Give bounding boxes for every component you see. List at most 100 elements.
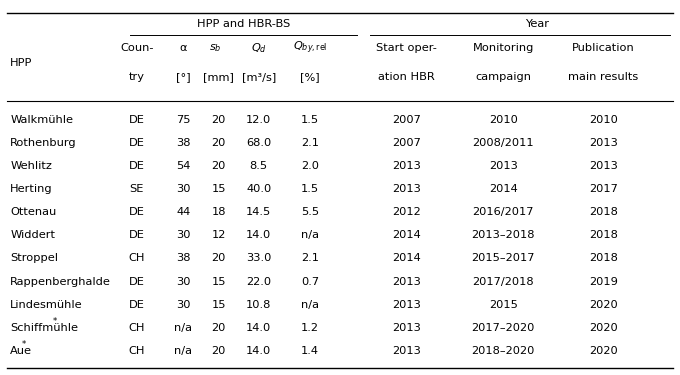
Text: Stroppel: Stroppel [10,254,58,263]
Text: 75: 75 [176,114,190,125]
Text: 2015: 2015 [489,300,517,310]
Text: 2013: 2013 [392,161,421,171]
Text: 1.5: 1.5 [301,114,319,125]
Text: DE: DE [129,138,145,148]
Text: Lindesmühle: Lindesmühle [10,300,83,310]
Text: DE: DE [129,277,145,286]
Text: 14.0: 14.0 [246,323,271,333]
Text: 2020: 2020 [589,300,617,310]
Text: HPP and HBR-BS: HPP and HBR-BS [197,19,290,29]
Text: ation HBR: ation HBR [378,72,435,82]
Text: 15: 15 [211,277,226,286]
Text: CH: CH [129,346,145,356]
Text: 5.5: 5.5 [301,207,319,217]
Text: Publication: Publication [572,43,634,53]
Text: Coun-: Coun- [120,43,154,53]
Text: 2013: 2013 [489,161,517,171]
Text: 12: 12 [211,230,226,240]
Text: 2018: 2018 [589,254,617,263]
Text: 8.5: 8.5 [250,161,268,171]
Text: 20: 20 [211,323,226,333]
Text: 2013: 2013 [589,138,617,148]
Text: 2020: 2020 [589,323,617,333]
Text: 14.0: 14.0 [246,230,271,240]
Text: 2020: 2020 [589,346,617,356]
Text: n/a: n/a [301,300,319,310]
Text: 15: 15 [211,300,226,310]
Text: Widdert: Widdert [10,230,55,240]
Text: 2.0: 2.0 [301,161,319,171]
Text: 30: 30 [176,230,190,240]
Text: Walkmühle: Walkmühle [10,114,73,125]
Text: 20: 20 [211,138,226,148]
Text: 1.4: 1.4 [301,346,319,356]
Text: 30: 30 [176,184,190,194]
Text: 2013: 2013 [392,300,421,310]
Text: 2013: 2013 [392,346,421,356]
Text: 2017/2018: 2017/2018 [473,277,534,286]
Text: 14.5: 14.5 [246,207,271,217]
Text: [mm]: [mm] [203,72,234,82]
Text: SE: SE [130,184,144,194]
Text: 2012: 2012 [392,207,421,217]
Text: Rothenburg: Rothenburg [10,138,77,148]
Text: 2018–2020: 2018–2020 [472,346,535,356]
Text: 2.1: 2.1 [301,254,319,263]
Text: CH: CH [129,254,145,263]
Text: 20: 20 [211,114,226,125]
Text: main results: main results [568,72,639,82]
Text: 2017–2020: 2017–2020 [472,323,535,333]
Text: 2019: 2019 [589,277,617,286]
Text: 2010: 2010 [489,114,517,125]
Text: *: * [22,340,26,349]
Text: 2014: 2014 [489,184,517,194]
Text: 2014: 2014 [392,230,421,240]
Text: 20: 20 [211,346,226,356]
Text: 2013: 2013 [392,184,421,194]
Text: 40.0: 40.0 [246,184,271,194]
Text: *: * [52,317,57,326]
Text: Rappenberghalde: Rappenberghalde [10,277,111,286]
Text: Ottenau: Ottenau [10,207,56,217]
Text: 54: 54 [176,161,190,171]
Text: Herting: Herting [10,184,53,194]
Text: 1.2: 1.2 [301,323,319,333]
Text: 2018: 2018 [589,207,617,217]
Text: 2013: 2013 [392,323,421,333]
Text: 1.5: 1.5 [301,184,319,194]
Text: 44: 44 [176,207,190,217]
Text: 68.0: 68.0 [246,138,271,148]
Text: 2017: 2017 [589,184,617,194]
Text: Wehlitz: Wehlitz [10,161,52,171]
Text: α: α [180,43,187,53]
Text: HPP: HPP [10,57,33,68]
Text: 2013: 2013 [589,161,617,171]
Text: Aue: Aue [10,346,32,356]
Text: $s_b$: $s_b$ [209,42,222,54]
Text: 20: 20 [211,254,226,263]
Text: 20: 20 [211,161,226,171]
Text: 2008/2011: 2008/2011 [473,138,534,148]
Text: Year: Year [524,19,549,29]
Text: 2014: 2014 [392,254,421,263]
Text: 38: 38 [176,254,190,263]
Text: 2.1: 2.1 [301,138,319,148]
Text: 2013: 2013 [392,277,421,286]
Text: campaign: campaign [475,72,531,82]
Text: 33.0: 33.0 [246,254,271,263]
Text: Start oper-: Start oper- [376,43,437,53]
Text: 38: 38 [176,138,190,148]
Text: [m³/s]: [m³/s] [241,72,276,82]
Text: 2010: 2010 [589,114,617,125]
Text: DE: DE [129,230,145,240]
Text: 2013–2018: 2013–2018 [471,230,535,240]
Text: 2015–2017: 2015–2017 [471,254,535,263]
Text: 15: 15 [211,184,226,194]
Text: n/a: n/a [301,230,319,240]
Text: [%]: [%] [300,72,320,82]
Text: n/a: n/a [174,323,192,333]
Text: 2016/2017: 2016/2017 [473,207,534,217]
Text: 30: 30 [176,300,190,310]
Text: 2018: 2018 [589,230,617,240]
Text: Monitoring: Monitoring [473,43,534,53]
